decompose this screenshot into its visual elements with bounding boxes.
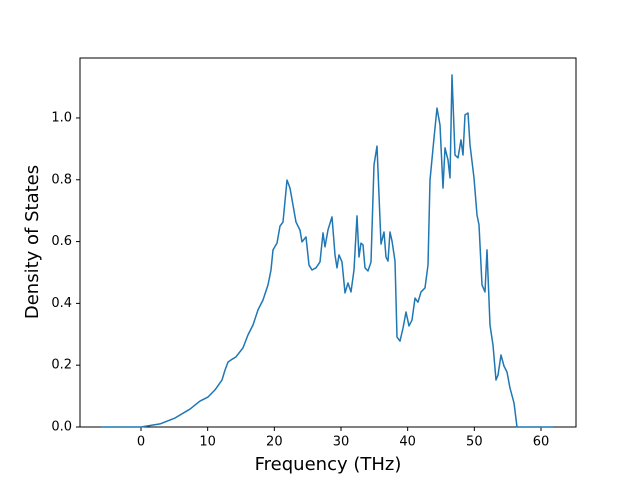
x-tick-label: 10 bbox=[199, 435, 216, 450]
y-tick-label: 0.8 bbox=[51, 172, 72, 187]
x-tick-label: 0 bbox=[137, 435, 145, 450]
y-tick-label: 0.6 bbox=[51, 234, 72, 249]
y-tick-label: 0.2 bbox=[51, 358, 72, 373]
x-tick-label: 20 bbox=[266, 435, 283, 450]
x-tick-label: 60 bbox=[533, 435, 550, 450]
y-tick-label: 0.4 bbox=[51, 296, 72, 311]
y-tick-label: 0.0 bbox=[51, 420, 72, 435]
plot-frame bbox=[79, 57, 577, 428]
x-tick-label: 30 bbox=[333, 435, 350, 450]
x-tick-label: 50 bbox=[466, 435, 483, 450]
x-tick-label: 40 bbox=[399, 435, 416, 450]
x-axis-label: Frequency (THz) bbox=[255, 454, 402, 475]
y-axis-label: Density of States bbox=[22, 165, 43, 319]
data-line bbox=[101, 74, 553, 428]
y-tick-label: 1.0 bbox=[51, 110, 72, 125]
